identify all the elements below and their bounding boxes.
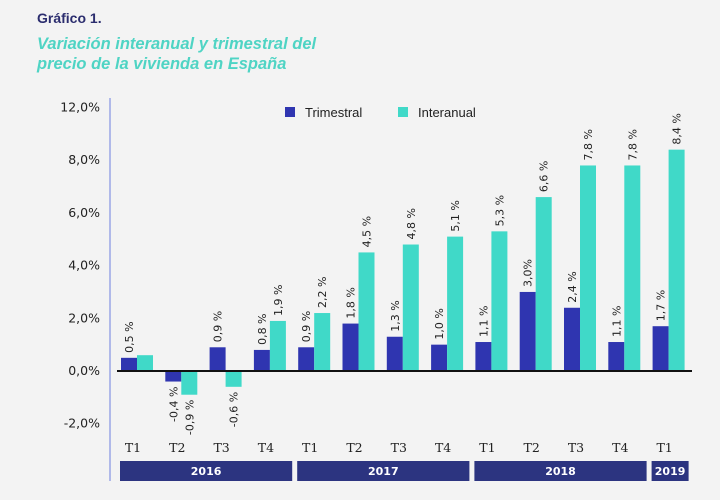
data-label: 0,8 % xyxy=(256,313,269,344)
bar-trimestral xyxy=(121,357,137,371)
x-tick-label: T1 xyxy=(125,440,141,455)
data-label: 4,8 % xyxy=(405,208,418,239)
x-tick-label: T3 xyxy=(568,440,584,455)
year-band xyxy=(651,461,689,481)
bar-trimestral xyxy=(652,326,669,371)
x-tick-label: T4 xyxy=(258,440,274,455)
y-tick-label: 4,0% xyxy=(68,258,100,273)
year-label: 2016 xyxy=(191,465,222,478)
data-label: 1,3 % xyxy=(389,300,402,331)
y-tick-label: 0,0% xyxy=(68,363,100,378)
y-axis: 12,0% 8,0% 6,0% 4,0% 2,0% 0,0% -2,0% xyxy=(60,98,111,481)
data-label: -0,4 % xyxy=(167,387,180,422)
data-labels: 0,5 % -0,4 % 0,9 % 0,8 % 0,9 % 1,8 % 1,3 % 1,0 … xyxy=(123,113,684,435)
chart-title-line-1: Variación interanual y trimestral del xyxy=(37,35,317,53)
bar-interanual xyxy=(181,371,198,395)
x-tick-label: T2 xyxy=(524,440,540,455)
bar-trimestral xyxy=(253,349,270,371)
chart-title: Variación interanual y trimestral del pr… xyxy=(37,34,357,74)
data-label: 1,1 % xyxy=(477,306,490,337)
figure-number: Gráfico 1. xyxy=(37,10,102,26)
data-label: 7,8 % xyxy=(582,129,595,160)
legend-label: Trimestral xyxy=(305,105,362,120)
y-tick-label: 8,0% xyxy=(68,152,100,167)
legend: Trimestral Interanual xyxy=(285,105,476,120)
bar-trimestral xyxy=(298,347,315,371)
data-label: 1,8 % xyxy=(345,287,358,318)
bar-interanual xyxy=(447,236,464,371)
data-label: 0,9 % xyxy=(300,311,313,342)
bar-interanual xyxy=(402,244,419,371)
year-band xyxy=(474,461,647,481)
year-label: 2018 xyxy=(545,465,576,478)
bar-trimestral xyxy=(165,371,182,382)
chart-title-line-2: precio de la vivienda en España xyxy=(37,55,287,73)
bar-interanual xyxy=(225,371,242,387)
data-label: -0,6 % xyxy=(228,392,241,427)
bar-interanual xyxy=(491,231,508,371)
bar-trimestral xyxy=(519,291,536,371)
bar-trimestral xyxy=(431,344,448,371)
legend-swatch xyxy=(285,107,295,117)
data-label: 3,0% xyxy=(522,259,535,287)
data-label: 8,4 % xyxy=(671,113,684,144)
year-label: 2017 xyxy=(368,465,399,478)
y-tick-label: 2,0% xyxy=(68,310,100,325)
y-tick-label: 6,0% xyxy=(68,205,100,220)
x-tick-label: T3 xyxy=(391,440,407,455)
bar-interanual xyxy=(314,313,331,371)
y-tick-label: -2,0% xyxy=(64,416,100,431)
bar-trimestral xyxy=(608,342,625,371)
data-label: 7,8 % xyxy=(626,129,639,160)
x-tick-label: T1 xyxy=(656,440,672,455)
data-label: 0,5 % xyxy=(123,321,136,352)
bar-interanual xyxy=(624,165,641,371)
legend-swatch xyxy=(398,107,408,117)
y-tick-label: 12,0% xyxy=(60,100,100,115)
bars xyxy=(117,149,692,395)
legend-label: Interanual xyxy=(418,105,476,120)
bar-interanual xyxy=(668,149,685,371)
x-tick-label: T1 xyxy=(479,440,495,455)
bar-trimestral xyxy=(564,307,580,371)
data-label: -0,9 % xyxy=(183,400,196,435)
data-label: 1,9 % xyxy=(272,284,285,315)
bar-trimestral xyxy=(386,336,403,371)
year-label: 2019 xyxy=(655,465,686,478)
bar-interanual xyxy=(269,320,286,371)
data-label: 1,7 % xyxy=(655,290,668,321)
bar-interanual xyxy=(535,197,552,371)
bar-trimestral xyxy=(475,342,492,371)
bar-interanual xyxy=(358,252,375,371)
data-label: 2,4 % xyxy=(566,271,579,302)
data-label: 6,6 % xyxy=(538,161,551,192)
bar-interanual xyxy=(580,165,596,371)
x-tick-label: T3 xyxy=(213,440,229,455)
data-label: 5,3 % xyxy=(493,195,506,226)
x-tick-label: T4 xyxy=(612,440,628,455)
x-tick-label: T4 xyxy=(435,440,451,455)
x-tick-label: T2 xyxy=(169,440,185,455)
data-label: 2,2 % xyxy=(316,277,329,308)
year-band xyxy=(120,461,293,481)
data-label: 1,1 % xyxy=(610,306,623,337)
data-label: 1,0 % xyxy=(433,308,446,339)
x-tick-label: T2 xyxy=(346,440,362,455)
data-label: 4,5 % xyxy=(361,216,374,247)
year-band xyxy=(297,461,470,481)
bar-trimestral xyxy=(209,347,226,371)
data-label: 0,9 % xyxy=(212,311,225,342)
bar-interanual xyxy=(137,355,153,371)
data-label: 5,1 % xyxy=(449,200,462,231)
x-tick-label: T1 xyxy=(302,440,318,455)
bar-trimestral xyxy=(342,323,359,371)
x-axis: T1 T2 T3 T4 T1 T2 T3 T4 T1 T2 T3 T4 T1 2016 2017 2018 20… xyxy=(120,440,689,481)
